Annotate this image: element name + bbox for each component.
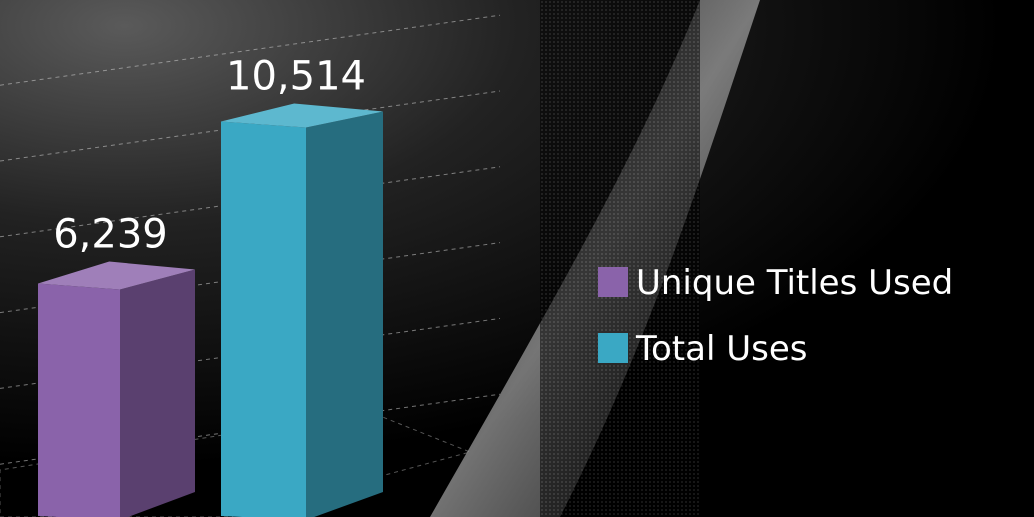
legend-label: Total Uses: [635, 329, 807, 369]
bar-front-face: [38, 283, 120, 517]
bar-top-face: [38, 261, 195, 290]
legend-label: Unique Titles Used: [636, 263, 953, 303]
data-label-2: 10,514: [226, 54, 366, 100]
data-labels: 6,239 10,514: [53, 54, 366, 258]
bar-1: [38, 261, 195, 517]
bar-top-face: [221, 103, 383, 128]
legend-item-2: Total Uses: [598, 329, 807, 369]
legend: Unique Titles Used Total Uses: [598, 263, 953, 369]
legend-item-1: Unique Titles Used: [598, 263, 953, 303]
legend-swatch: [598, 267, 628, 297]
data-label-1: 6,239: [53, 212, 168, 258]
bar-side-face: [306, 111, 383, 517]
bar-2: [221, 103, 383, 517]
bar-side-face: [120, 269, 195, 517]
legend-swatch: [598, 333, 628, 363]
background-dot-panel: [540, 0, 700, 517]
bar-front-face: [221, 121, 306, 517]
bars: [38, 103, 383, 517]
